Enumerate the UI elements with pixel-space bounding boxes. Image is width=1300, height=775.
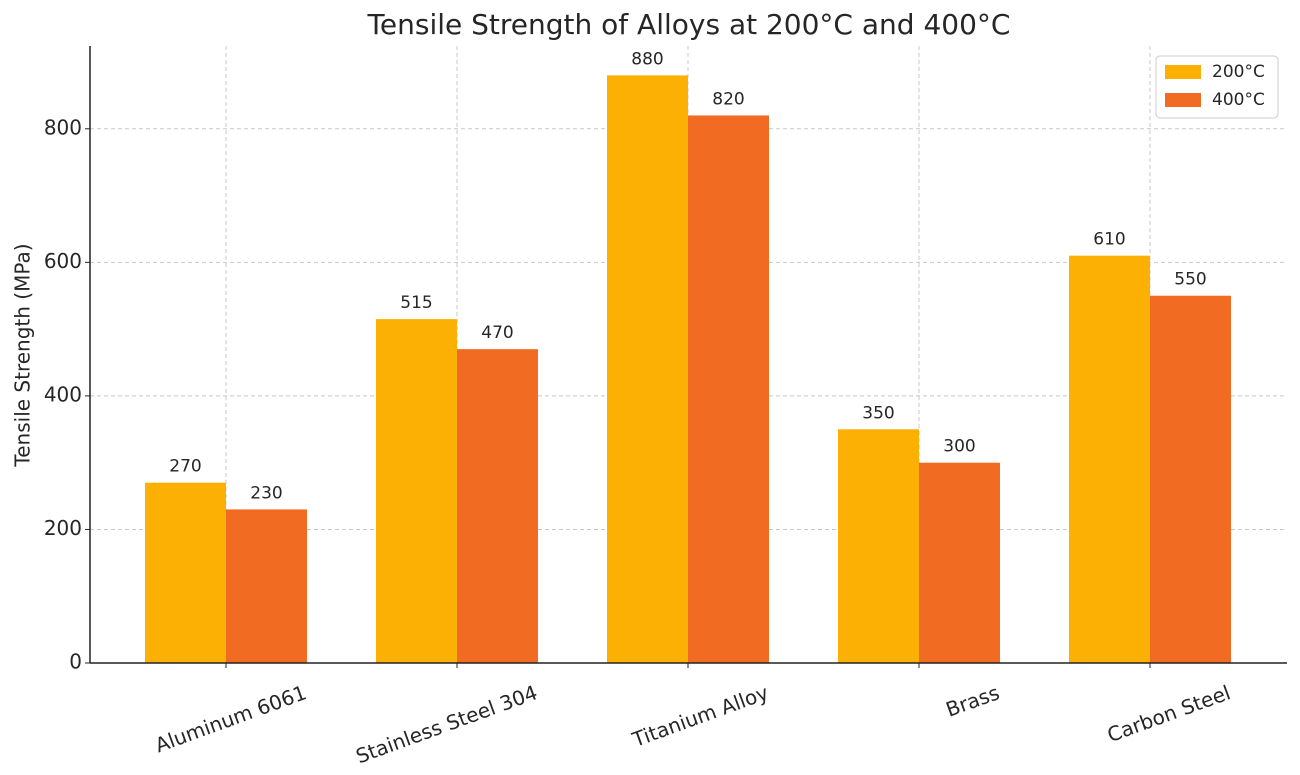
value-label: 880 [631,49,663,69]
value-label: 230 [250,483,282,503]
bar [1150,295,1231,663]
bar [226,509,307,663]
y-tick-label: 800 [44,115,82,139]
legend-label: 400°C [1212,90,1265,110]
bar [838,429,919,663]
value-label: 270 [169,457,201,477]
legend-label: 200°C [1212,62,1265,82]
value-label: 515 [400,293,432,313]
x-tick-label: Aluminum 6061 [152,680,310,757]
x-tick-label: Stainless Steel 304 [353,680,541,768]
value-label: 300 [943,437,975,457]
x-tick-label: Carbon Steel [1104,680,1234,747]
bar [919,462,1000,663]
x-tick-label: Titanium Alloy [628,680,772,752]
bar [688,115,769,664]
y-axis-label: Tensile Strength (MPa) [11,243,35,467]
chart-title: Tensile Strength of Alloys at 200°C and … [367,8,1011,41]
value-label: 350 [862,403,894,423]
bar [607,75,688,663]
y-tick-label: 400 [44,382,82,406]
y-tick-label: 600 [44,249,82,273]
y-tick-label: 0 [69,650,82,674]
legend-swatch [1165,65,1201,79]
value-label: 550 [1174,270,1206,290]
x-tick-label: Brass [943,680,1003,721]
bar [376,319,457,663]
legend-swatch [1165,93,1201,107]
bar [457,349,538,663]
y-tick-label: 200 [44,516,82,540]
bar [145,482,226,663]
bar [1069,255,1150,663]
value-label: 610 [1093,230,1125,250]
value-label: 470 [481,323,513,343]
value-label: 820 [712,89,744,109]
